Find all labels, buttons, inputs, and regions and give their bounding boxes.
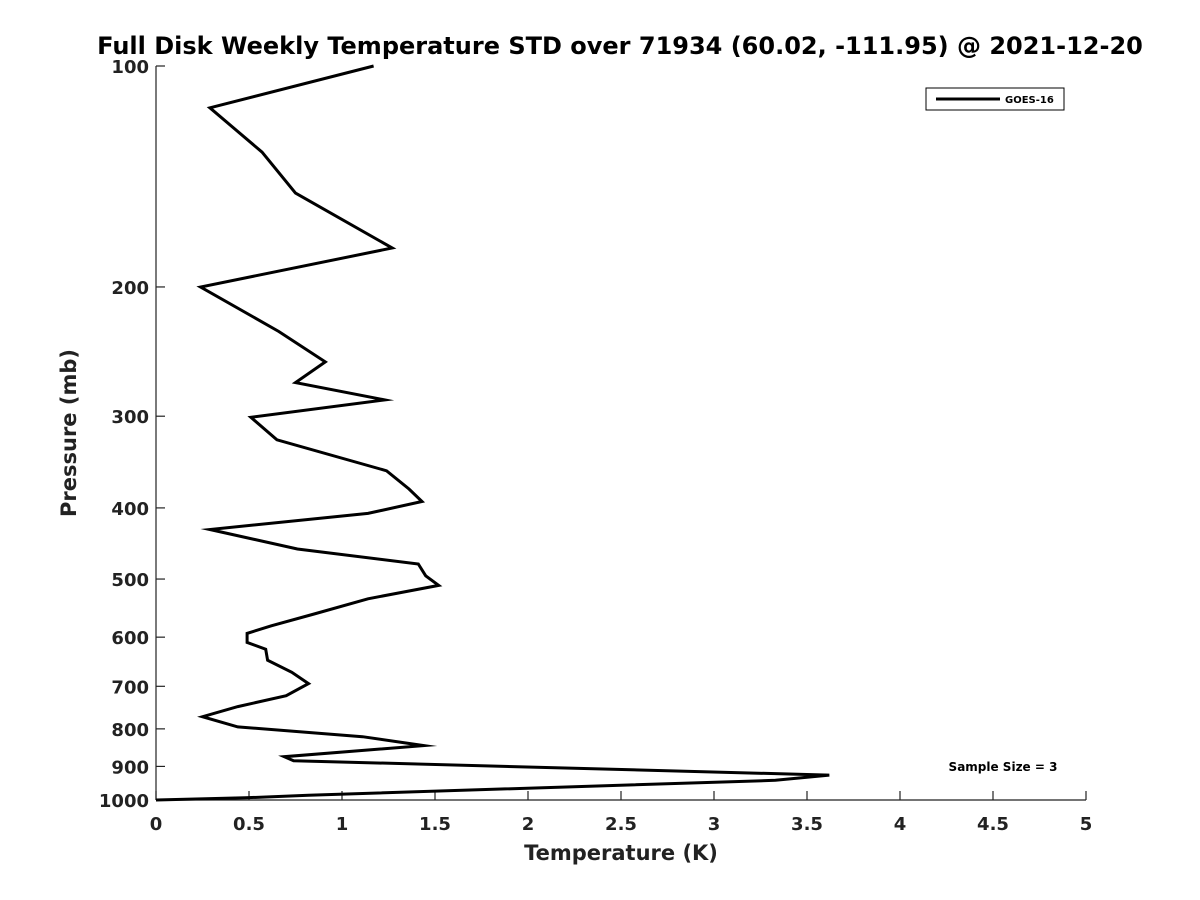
x-tick-label: 1	[336, 814, 349, 835]
x-tick-label: 3	[708, 814, 721, 835]
y-tick-label: 400	[111, 499, 149, 520]
series-line-goes-16	[155, 64, 830, 802]
x-tick-label: 2	[522, 814, 535, 835]
x-axis-ticks: 0 0.5 1 1.5 2 2.5 3 3.5 4 4.5 5	[150, 791, 1093, 835]
y-tick-label: 900	[111, 757, 149, 778]
y-tick-label: 200	[111, 278, 149, 299]
y-tick-label: 700	[111, 677, 149, 698]
y-axis-ticks: 100 200 300 400 500 600 700 800 900 1000	[99, 57, 165, 812]
y-tick-label: 600	[111, 628, 149, 649]
x-tick-label: 0	[150, 814, 163, 835]
x-tick-label: 4.5	[977, 814, 1009, 835]
legend: GOES-16	[925, 87, 1065, 111]
x-axis-label: Temperature (K)	[524, 841, 718, 865]
y-tick-label: 800	[111, 720, 149, 741]
x-tick-label: 2.5	[605, 814, 637, 835]
y-axis-label: Pressure (mb)	[57, 349, 81, 517]
chart-title: Full Disk Weekly Temperature STD over 71…	[97, 32, 1143, 60]
y-tick-label: 300	[111, 407, 149, 428]
y-tick-label: 100	[111, 57, 149, 78]
x-tick-label: 4	[894, 814, 907, 835]
legend-label-goes-16: GOES-16	[1005, 95, 1054, 106]
y-tick-label: 500	[111, 570, 149, 591]
x-tick-label: 1.5	[419, 814, 451, 835]
x-tick-label: 3.5	[791, 814, 823, 835]
sample-size-annotation: Sample Size = 3	[949, 760, 1058, 774]
y-tick-label: 1000	[99, 791, 149, 812]
x-tick-label: 0.5	[233, 814, 265, 835]
x-tick-label: 5	[1080, 814, 1093, 835]
